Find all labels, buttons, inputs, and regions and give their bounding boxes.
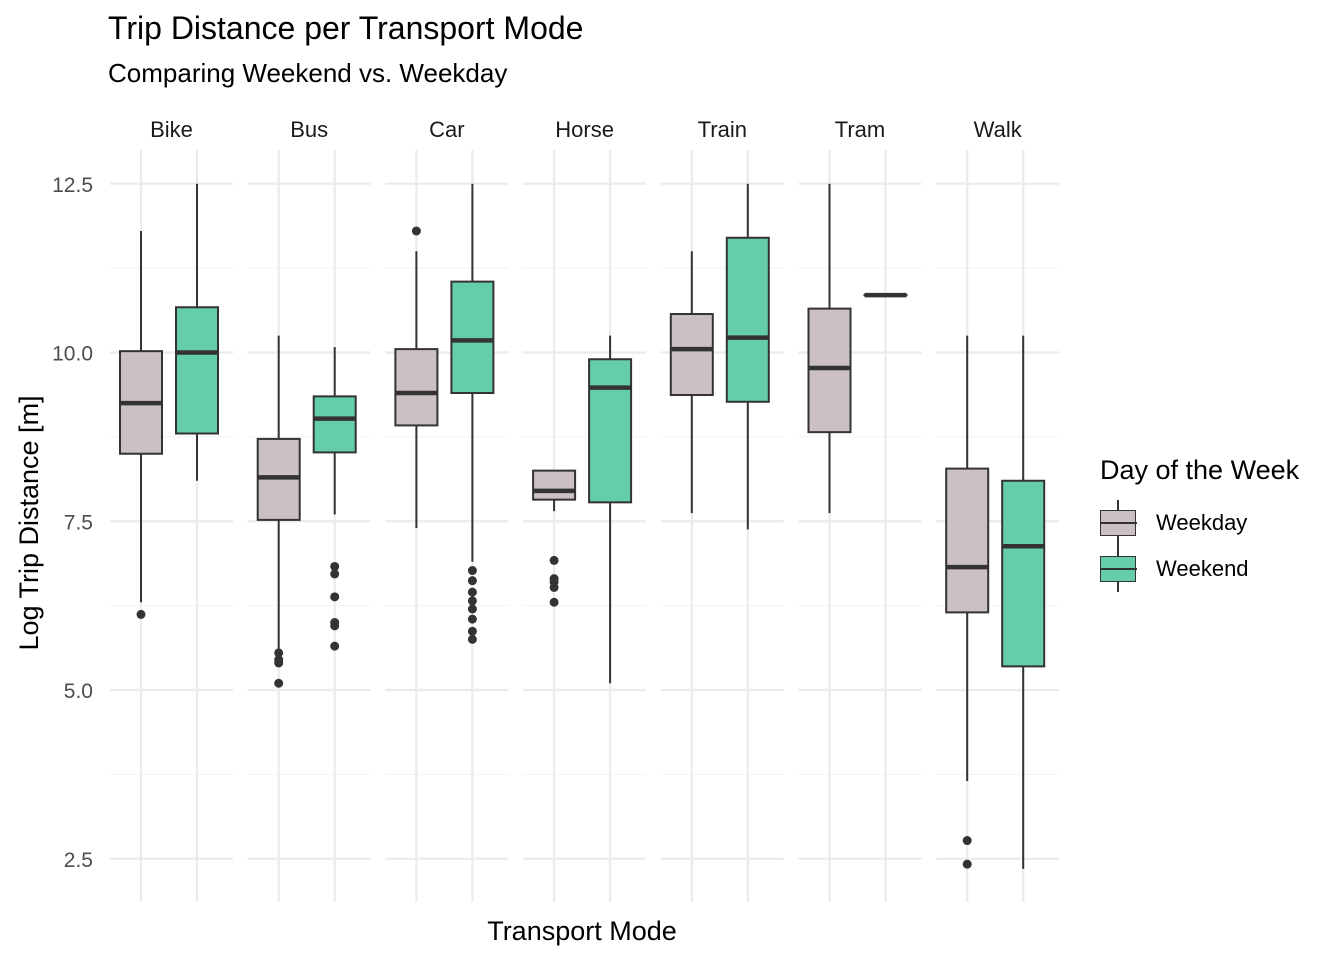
box-bus-weekday-outlier [274,648,284,658]
box-horse-weekday-outlier [549,555,559,565]
box-train-weekend [725,236,770,403]
box-bus-weekday-outlier [274,655,284,665]
y-tick-label: 2.5 [64,849,93,872]
box-car-weekend-outlier [467,596,477,606]
box-train-weekday [669,313,714,397]
facet-strip-bike: Bike [150,117,193,142]
chart-subtitle: Comparing Weekend vs. Weekday [108,58,508,88]
legend-label-weekend: Weekend [1156,556,1249,581]
facet-strip-horse: Horse [555,117,614,142]
box-car-weekend-outlier [467,626,477,636]
box-horse-weekday-outlier [549,597,559,607]
box-walk-weekday-outlier [962,836,972,846]
box-car-weekday [394,348,439,427]
box-car-weekend-outlier [467,634,477,644]
box-bus-weekend [312,395,357,454]
facet-strip-bus: Bus [290,117,328,142]
y-tick-label: 10.0 [52,343,93,366]
box-bus-weekday-outlier [274,678,284,688]
box-walk-weekend [1001,479,1046,668]
box-horse-weekday [532,469,577,501]
facet-strip-walk: Walk [974,117,1023,142]
box-bus-weekend-outlier [330,641,340,651]
box-tram-weekday [807,307,852,434]
box-car-weekend-outlier [467,587,477,597]
box-bike-weekend [175,306,219,435]
box-walk-weekday [945,467,990,614]
box-bus-weekend-outlier [330,618,340,627]
box-car-weekend-outlier [467,566,477,576]
legend-item-weekend: Weekend [1100,546,1299,592]
legend-label-weekday: Weekday [1156,510,1248,535]
legend-key-weekday [1100,500,1137,546]
box-bus-weekend-outlier [330,561,340,571]
box-bus-weekend-outlier [330,592,340,602]
facet-strip-car: Car [429,117,464,142]
y-axis-label: Log Trip Distance [m] [14,395,44,650]
box-car-weekend-outlier [467,604,477,614]
box-car-weekend [450,280,495,394]
x-axis-label: Transport Mode [487,916,677,946]
y-tick-label: 12.5 [52,174,93,197]
y-tick-label: 7.5 [64,511,93,534]
box-bike-weekday-outlier [136,609,146,619]
facet-strip-train: Train [698,117,747,142]
box-horse-weekend [588,358,633,504]
box-car-weekend-outlier [467,576,477,586]
y-tick-label: 5.0 [64,680,93,703]
facet-strip-tram: Tram [835,117,886,142]
box-car-weekday-outlier [411,226,421,236]
legend-title: Day of the Week [1100,455,1300,485]
chart-title: Trip Distance per Transport Mode [108,10,584,46]
box-car-weekend-outlier [467,614,477,624]
box-horse-weekday-outlier [549,574,559,584]
legend-key-weekend [1100,546,1137,592]
box-walk-weekday-outlier [962,859,972,869]
legend-item-weekday: Weekday [1100,500,1299,546]
legend: Day of the Week Weekday Weekend [1100,455,1299,592]
box-bus-weekend-outlier [330,569,340,579]
